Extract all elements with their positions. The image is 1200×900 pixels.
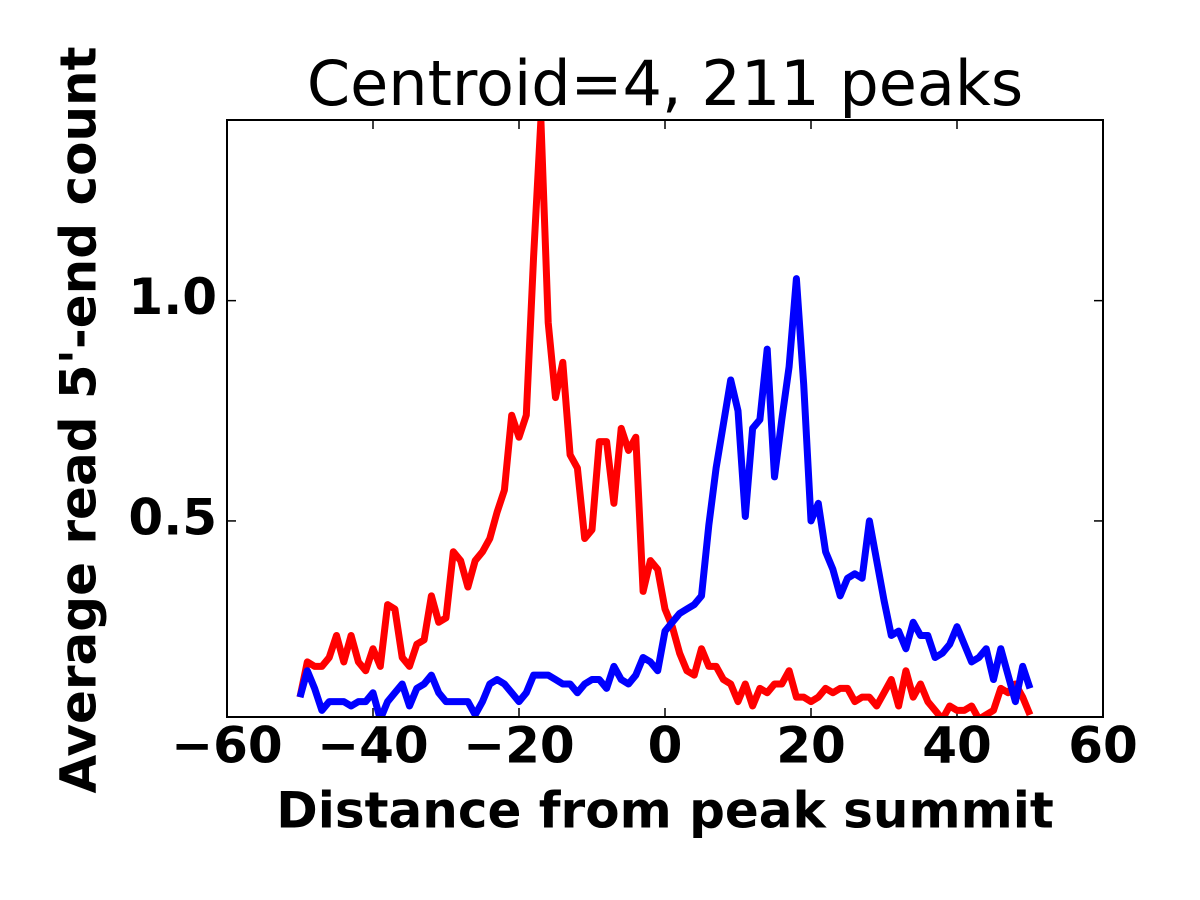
plot-frame: [226, 119, 1104, 718]
x-tick-label: 40: [922, 717, 992, 775]
x-tick-label: 0: [648, 717, 683, 775]
x-tick-label: −40: [317, 717, 428, 775]
x-tick-label: −20: [463, 717, 574, 775]
chart-title: Centroid=4, 211 peaks: [307, 47, 1023, 120]
y-tick-label: 0.5: [128, 488, 217, 546]
x-axis-label: Distance from peak summit: [276, 782, 1054, 840]
x-tick-label: 60: [1068, 717, 1138, 775]
data-line: [296, 275, 1034, 717]
x-tick-label: −60: [171, 717, 282, 775]
y-tick-label: 1.0: [128, 268, 217, 326]
y-axis-label: Average read 5'-end count: [50, 46, 108, 793]
x-tick-label: 20: [776, 717, 846, 775]
data-line: [296, 120, 1034, 717]
